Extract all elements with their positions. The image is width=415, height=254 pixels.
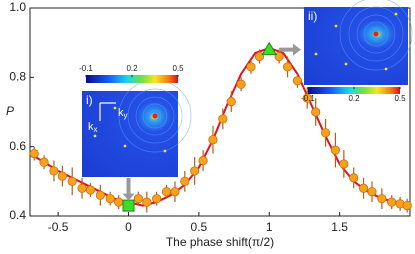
side-spot [314,52,318,56]
data-point [302,93,312,103]
colorbar-tick-label: -0.1 [301,94,315,103]
x-tick-label: 0 [125,220,132,234]
diffraction-ring [148,109,162,123]
side-spot [334,24,338,28]
side-spot [163,149,167,153]
x-axis-label: The phase shift(π/2) [166,235,274,249]
side-spot [394,12,398,16]
diffraction-ring [356,14,396,54]
data-point [39,157,49,167]
arrow-head [122,193,135,201]
data-point [330,145,341,155]
diffraction-ring [369,27,383,41]
colorbar-tick-label: 0.5 [394,94,406,103]
data-point [274,51,284,62]
colorbar-tick-label: 0.2 [126,64,138,73]
inset-image [304,7,408,85]
data-point [105,194,115,204]
data-point [77,183,87,193]
colorbar-tick-label: 0.5 [172,64,184,73]
x-tick-label: 1 [266,220,273,234]
data-point [292,76,303,86]
data-point [377,194,387,204]
y-tick-label: 0.4 [9,208,26,222]
arrow-head [293,43,301,56]
side-spot [344,62,348,66]
k-subscript: x [94,125,98,134]
k-letter: k [118,107,124,119]
x-tick-label: -0.5 [48,220,69,234]
diffraction-ring [363,21,389,47]
data-point [152,194,162,204]
side-spot [113,106,117,110]
data-point [170,187,180,197]
colorbar [308,87,400,94]
data-point [358,183,369,193]
y-tick-label: 0.6 [9,139,26,153]
data-point [161,187,172,197]
k-label: ky [118,107,128,120]
data-point [226,97,236,107]
k-label: kx [88,121,98,134]
inset-label: ii) [308,9,317,23]
y-axis-label: P [6,104,14,118]
diffraction-ring [127,88,183,144]
k-letter: k [88,121,94,133]
colorbar-tick-label: -0.1 [79,64,93,73]
data-point [320,128,331,138]
colorbar [86,75,178,83]
side-spot [123,144,127,148]
data-point [246,62,256,72]
data-point [67,176,77,186]
diffraction-ring [339,0,413,71]
data-point [133,194,143,204]
data-point [85,185,96,195]
data-point [114,197,124,207]
data-point [339,159,349,169]
bright-spot [373,31,379,37]
data-point [208,135,218,145]
data-point [236,79,246,89]
data-point [402,201,412,211]
x-tick-label: 0.5 [191,220,208,234]
y-tick-label: 1.0 [9,0,26,14]
data-point [218,114,228,124]
side-spot [93,134,97,138]
marker-triangle [261,41,278,56]
data-point [254,51,265,62]
data-point [142,197,152,207]
data-point [367,187,377,197]
side-spot [384,67,388,71]
diffraction-ring [135,96,175,136]
bright-spot [152,113,158,119]
data-point [95,190,105,200]
diffraction-ring [348,6,404,62]
k-axes [99,102,116,121]
colorbar-tick-label: 0.2 [348,94,360,103]
data-point [29,149,39,159]
data-point [49,166,59,176]
inset-label: i) [86,93,93,107]
data-point [57,171,67,181]
k-subscript: y [124,111,128,120]
data-point [190,166,200,176]
data-point [349,173,359,183]
data-point [311,107,321,117]
data-point [387,197,397,207]
diffraction-ring [142,103,168,129]
data-point [180,176,190,186]
y-tick-label: 0.8 [9,70,26,84]
data-point [198,155,208,166]
data-point [282,62,293,72]
plot-frame [29,7,411,217]
marker-square [122,199,135,212]
x-tick-label: 1.5 [331,220,348,234]
